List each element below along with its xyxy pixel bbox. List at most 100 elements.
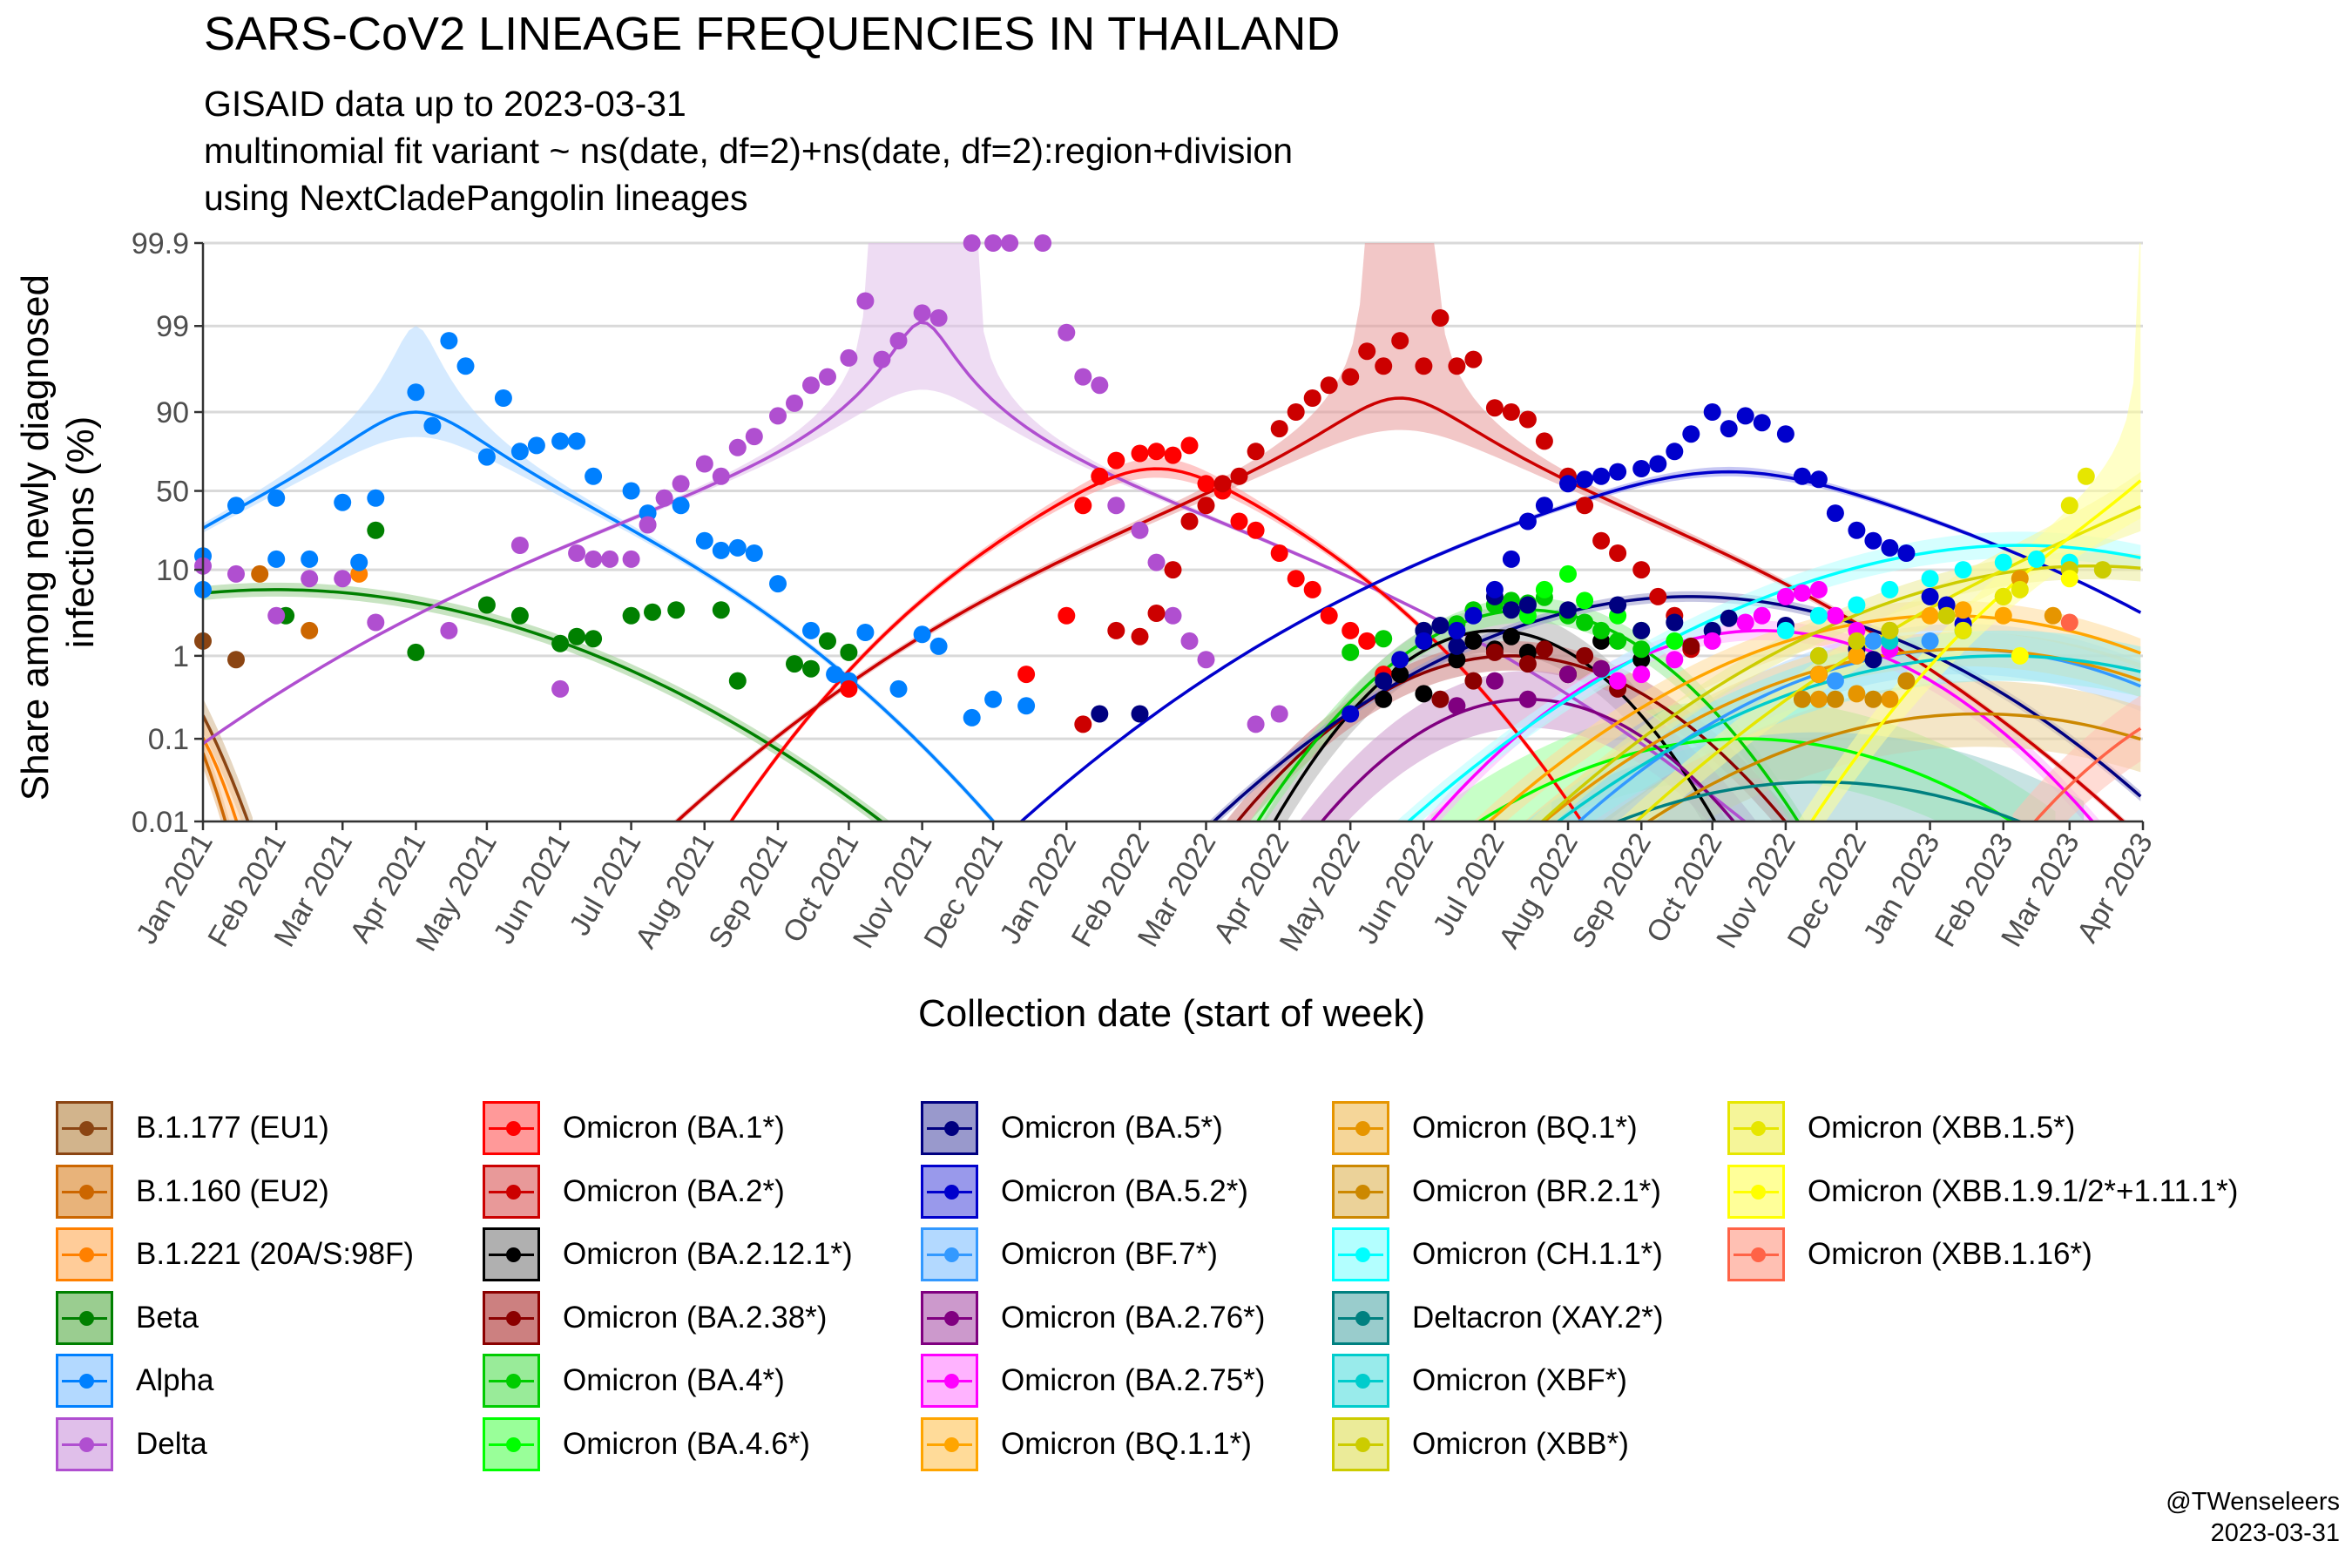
data-point [1131, 444, 1149, 463]
data-point [1247, 443, 1265, 461]
y-tick-label: 1 [172, 640, 189, 673]
data-point [667, 601, 686, 619]
legend-key [1332, 1164, 1389, 1219]
data-point [1485, 580, 1504, 598]
credit-handle: @TWenseleers [2166, 1488, 2340, 1516]
data-point [1213, 475, 1232, 493]
data-point [1736, 613, 1754, 632]
confidence-band [1396, 531, 2141, 821]
data-point [1535, 432, 1553, 450]
data-point [1881, 690, 1899, 708]
data-point [1518, 410, 1537, 429]
data-point [1753, 414, 1771, 432]
data-point [2011, 646, 2029, 665]
data-point [644, 603, 661, 621]
y-axis-label-line-1: Share among newly diagnosed [14, 274, 57, 801]
data-point [728, 672, 747, 690]
data-point [1559, 475, 1577, 493]
data-point [1464, 350, 1483, 368]
data-point [929, 309, 948, 327]
data-point [1375, 672, 1393, 690]
data-point [1793, 584, 1811, 602]
legend-key-dot [506, 1121, 521, 1136]
data-point [2011, 580, 2029, 598]
data-point [1848, 632, 1866, 650]
data-point [1632, 460, 1651, 477]
data-point [568, 432, 586, 450]
legend-key-dot [79, 1436, 94, 1452]
data-point [1131, 521, 1149, 539]
data-point [1666, 443, 1684, 461]
legend-key [921, 1227, 978, 1281]
data-point [494, 389, 512, 407]
legend-item: Omicron (BQ.1.1*) [921, 1414, 1252, 1475]
data-point [334, 570, 352, 588]
data-point [568, 544, 586, 562]
data-point [745, 544, 763, 562]
data-point [2060, 613, 2078, 632]
data-point [1848, 521, 1866, 539]
data-point [1666, 613, 1684, 632]
data-point [510, 606, 529, 625]
data-point [622, 606, 640, 625]
legend-key-dot [79, 1121, 94, 1136]
legend-label: Omicron (XBB.1.9.1/2*+1.11.1*) [1808, 1173, 2239, 1208]
legend-key-dot [944, 1247, 959, 1262]
chart-title: SARS-CoV2 LINEAGE FREQUENCIES IN THAILAN… [204, 8, 1341, 60]
data-point [1431, 617, 1450, 634]
legend-key-dot [1751, 1247, 1766, 1262]
legend-key-dot [944, 1374, 959, 1389]
data-point [1448, 621, 1466, 639]
legend-item: Omicron (CH.1.1*) [1332, 1224, 1663, 1285]
data-point [2093, 561, 2112, 579]
data-point [1720, 420, 1738, 438]
y-tick-label: 0.01 [132, 806, 189, 839]
data-point [1576, 497, 1594, 515]
data-point [1017, 666, 1036, 684]
chart-subtitle-2: multinomial fit variant ~ ns(date, df=2)… [204, 131, 1294, 171]
data-point [1197, 651, 1215, 669]
y-tick-label: 99.9 [132, 227, 189, 260]
legend-label: Delta [136, 1426, 207, 1461]
data-point [1881, 538, 1899, 557]
legend-label: Omicron (XBB.1.16*) [1808, 1237, 2092, 1271]
data-point [1431, 309, 1450, 327]
legend-key [56, 1354, 113, 1408]
data-point [1897, 672, 1916, 690]
data-point [1609, 672, 1627, 690]
data-point [840, 643, 858, 661]
data-point [1518, 512, 1537, 531]
data-point [1270, 544, 1288, 562]
data-point [1464, 632, 1483, 650]
data-point [1502, 627, 1520, 645]
data-point [1485, 672, 1504, 690]
data-point [913, 304, 931, 322]
data-point [802, 659, 820, 678]
data-point [712, 541, 730, 559]
credit: @TWenseleers 2023-03-31 [2166, 1486, 2340, 1549]
data-point [2077, 467, 2095, 485]
data-point [819, 368, 836, 386]
legend-key-dot [1355, 1247, 1370, 1262]
data-point [856, 292, 875, 310]
data-point [1074, 497, 1092, 515]
data-point [267, 606, 286, 625]
data-point [1230, 512, 1248, 531]
data-point [267, 550, 286, 568]
legend-key [1727, 1101, 1785, 1155]
legend-item: B.1.160 (EU2) [56, 1161, 329, 1222]
data-point [1131, 705, 1149, 723]
data-point [1147, 605, 1166, 622]
data-point [1164, 606, 1182, 625]
data-point [769, 575, 787, 593]
legend-label: B.1.221 (20A/S:98F) [136, 1237, 415, 1271]
data-point [769, 407, 787, 425]
legend-item: Omicron (BA.2.12.1*) [483, 1224, 853, 1285]
legend-label: Omicron (BA.4.6*) [563, 1426, 810, 1461]
legend-item: B.1.177 (EU1) [56, 1098, 329, 1159]
data-point [984, 234, 1003, 252]
legend-label: Omicron (BA.2.38*) [563, 1300, 828, 1335]
data-point [745, 428, 763, 446]
chart-subtitle-3: using NextCladePangolin lineages [204, 178, 748, 218]
data-point [1147, 443, 1166, 461]
